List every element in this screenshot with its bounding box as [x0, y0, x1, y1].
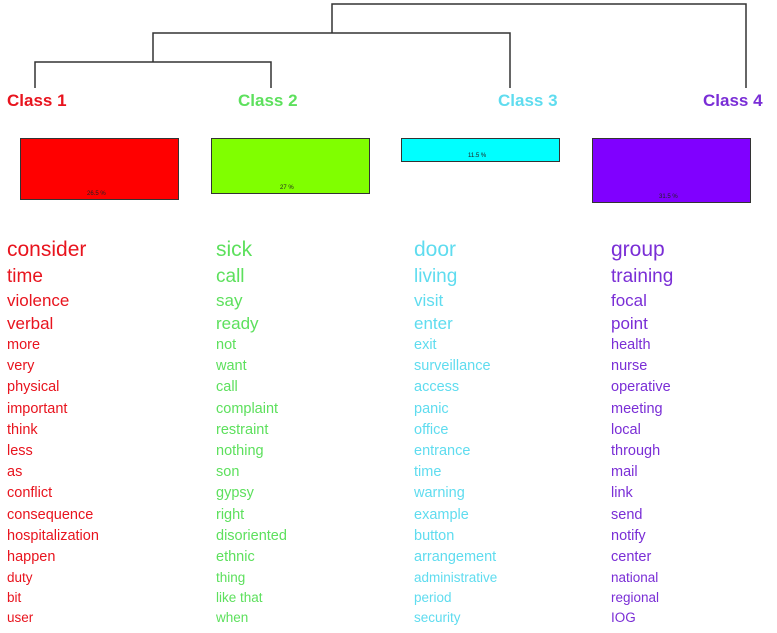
class-title-1: Class 1 [7, 91, 67, 110]
class-3-word: exit [414, 337, 437, 353]
class-title-4: Class 4 [703, 91, 763, 110]
class-1-word: hospitalization [7, 527, 99, 544]
class-1-word: duty [7, 570, 33, 586]
class-3-word: security [414, 610, 461, 626]
class-2-word-list: sick call say ready not want call complaint rest… [216, 236, 287, 628]
class-3-word: visit [414, 291, 444, 310]
class-3-word: warning [414, 485, 465, 502]
class-4-word: link [611, 485, 633, 502]
class-2-word: when [216, 610, 249, 626]
class-1-word: time [7, 266, 43, 287]
class-4-word: nurse [611, 358, 648, 375]
class-4-word: group [611, 238, 665, 261]
class-2-word: call [216, 379, 238, 396]
class-4-word: point [611, 314, 648, 333]
class-4-word: focal [611, 291, 647, 310]
class-1-word: violence [7, 291, 70, 310]
class-3-word-list: door living visit enter exit surveillance acce… [414, 236, 497, 628]
class-2-word: like that [216, 590, 263, 606]
class-1-word: bit [7, 590, 22, 606]
class-4-word: center [611, 549, 652, 566]
class-3-word: living [414, 266, 458, 287]
class-3-word: time [414, 464, 442, 481]
class-4-word: IOG [611, 610, 636, 626]
class-percent-3: 11.5 % [468, 153, 487, 159]
class-1-word: very [7, 358, 35, 375]
class-3-word: enter [414, 314, 453, 333]
class-3-word: example [414, 506, 469, 523]
class-1-word: think [7, 421, 38, 438]
class-bar-3: 11.5 % [401, 138, 560, 162]
class-4-word: mail [611, 464, 638, 481]
class-2-word: ready [216, 314, 259, 333]
class-2-word: disoriented [216, 527, 287, 544]
class-4-word: training [611, 266, 674, 287]
class-4-word: local [611, 421, 641, 438]
class-bar-2: 27 % [211, 138, 370, 194]
class-1-word: conflict [7, 485, 53, 502]
class-3-word: administrative [414, 570, 498, 586]
class-1-word: consider [7, 238, 87, 261]
class-2-word: son [216, 464, 240, 481]
class-3-word: period [414, 590, 452, 606]
class-1-word: verbal [7, 314, 54, 333]
class-2-word: want [216, 358, 247, 375]
class-2-word: call [216, 266, 245, 287]
class-4-word-list: group training focal point health nurse operat… [611, 236, 673, 628]
class-percent-1: 26.5 % [87, 191, 106, 197]
dendrogram-branch-c12-class3 [152, 32, 511, 88]
class-3-word: arrangement [414, 549, 497, 566]
class-1-word: happen [7, 549, 56, 566]
class-4-word: notify [611, 527, 646, 544]
class-1-word-list: consider time violence verbal more very physic… [7, 236, 99, 628]
class-4-word: regional [611, 590, 660, 606]
class-2-word: thing [216, 570, 246, 586]
class-bar-4: 31.5 % [592, 138, 751, 203]
class-title-3: Class 3 [498, 91, 558, 110]
class-1-word: physical [7, 379, 60, 396]
class-3-word: entrance [414, 443, 471, 460]
class-4-word: operative [611, 379, 671, 396]
class-3-word: access [414, 379, 460, 396]
class-1-word: important [7, 400, 68, 417]
class-1-word: more [7, 337, 41, 353]
class-4-word: health [611, 337, 651, 353]
class-4-word: meeting [611, 400, 663, 417]
class-2-word: complaint [216, 400, 279, 417]
class-title-2: Class 2 [238, 91, 298, 110]
dendrogram-branch-class1-class2 [34, 61, 272, 88]
class-percent-2: 27 % [280, 185, 294, 191]
class-2-word: say [216, 291, 243, 310]
class-1-word: less [7, 443, 33, 460]
class-2-word: not [216, 337, 237, 353]
class-3-word: panic [414, 400, 449, 417]
class-4-word: send [611, 506, 643, 523]
class-3-word: surveillance [414, 358, 491, 375]
class-2-word: sick [216, 238, 253, 261]
class-2-word: gypsy [216, 485, 254, 502]
class-1-word: as [7, 464, 23, 481]
class-1-word: consequence [7, 506, 94, 523]
class-2-word: ethnic [216, 549, 255, 566]
class-4-word: national [611, 570, 659, 586]
class-3-word: door [414, 238, 457, 261]
class-bar-1: 26.5 % [20, 138, 179, 200]
class-3-word: button [414, 527, 455, 544]
dendrogram-branch-root-class4 [331, 3, 747, 88]
class-2-word: nothing [216, 443, 264, 460]
class-percent-4: 31.5 % [659, 194, 678, 200]
class-4-word: through [611, 443, 661, 460]
class-1-word: user [7, 610, 34, 626]
class-3-word: office [414, 421, 449, 438]
class-2-word: restraint [216, 421, 269, 438]
class-2-word: right [216, 506, 245, 523]
